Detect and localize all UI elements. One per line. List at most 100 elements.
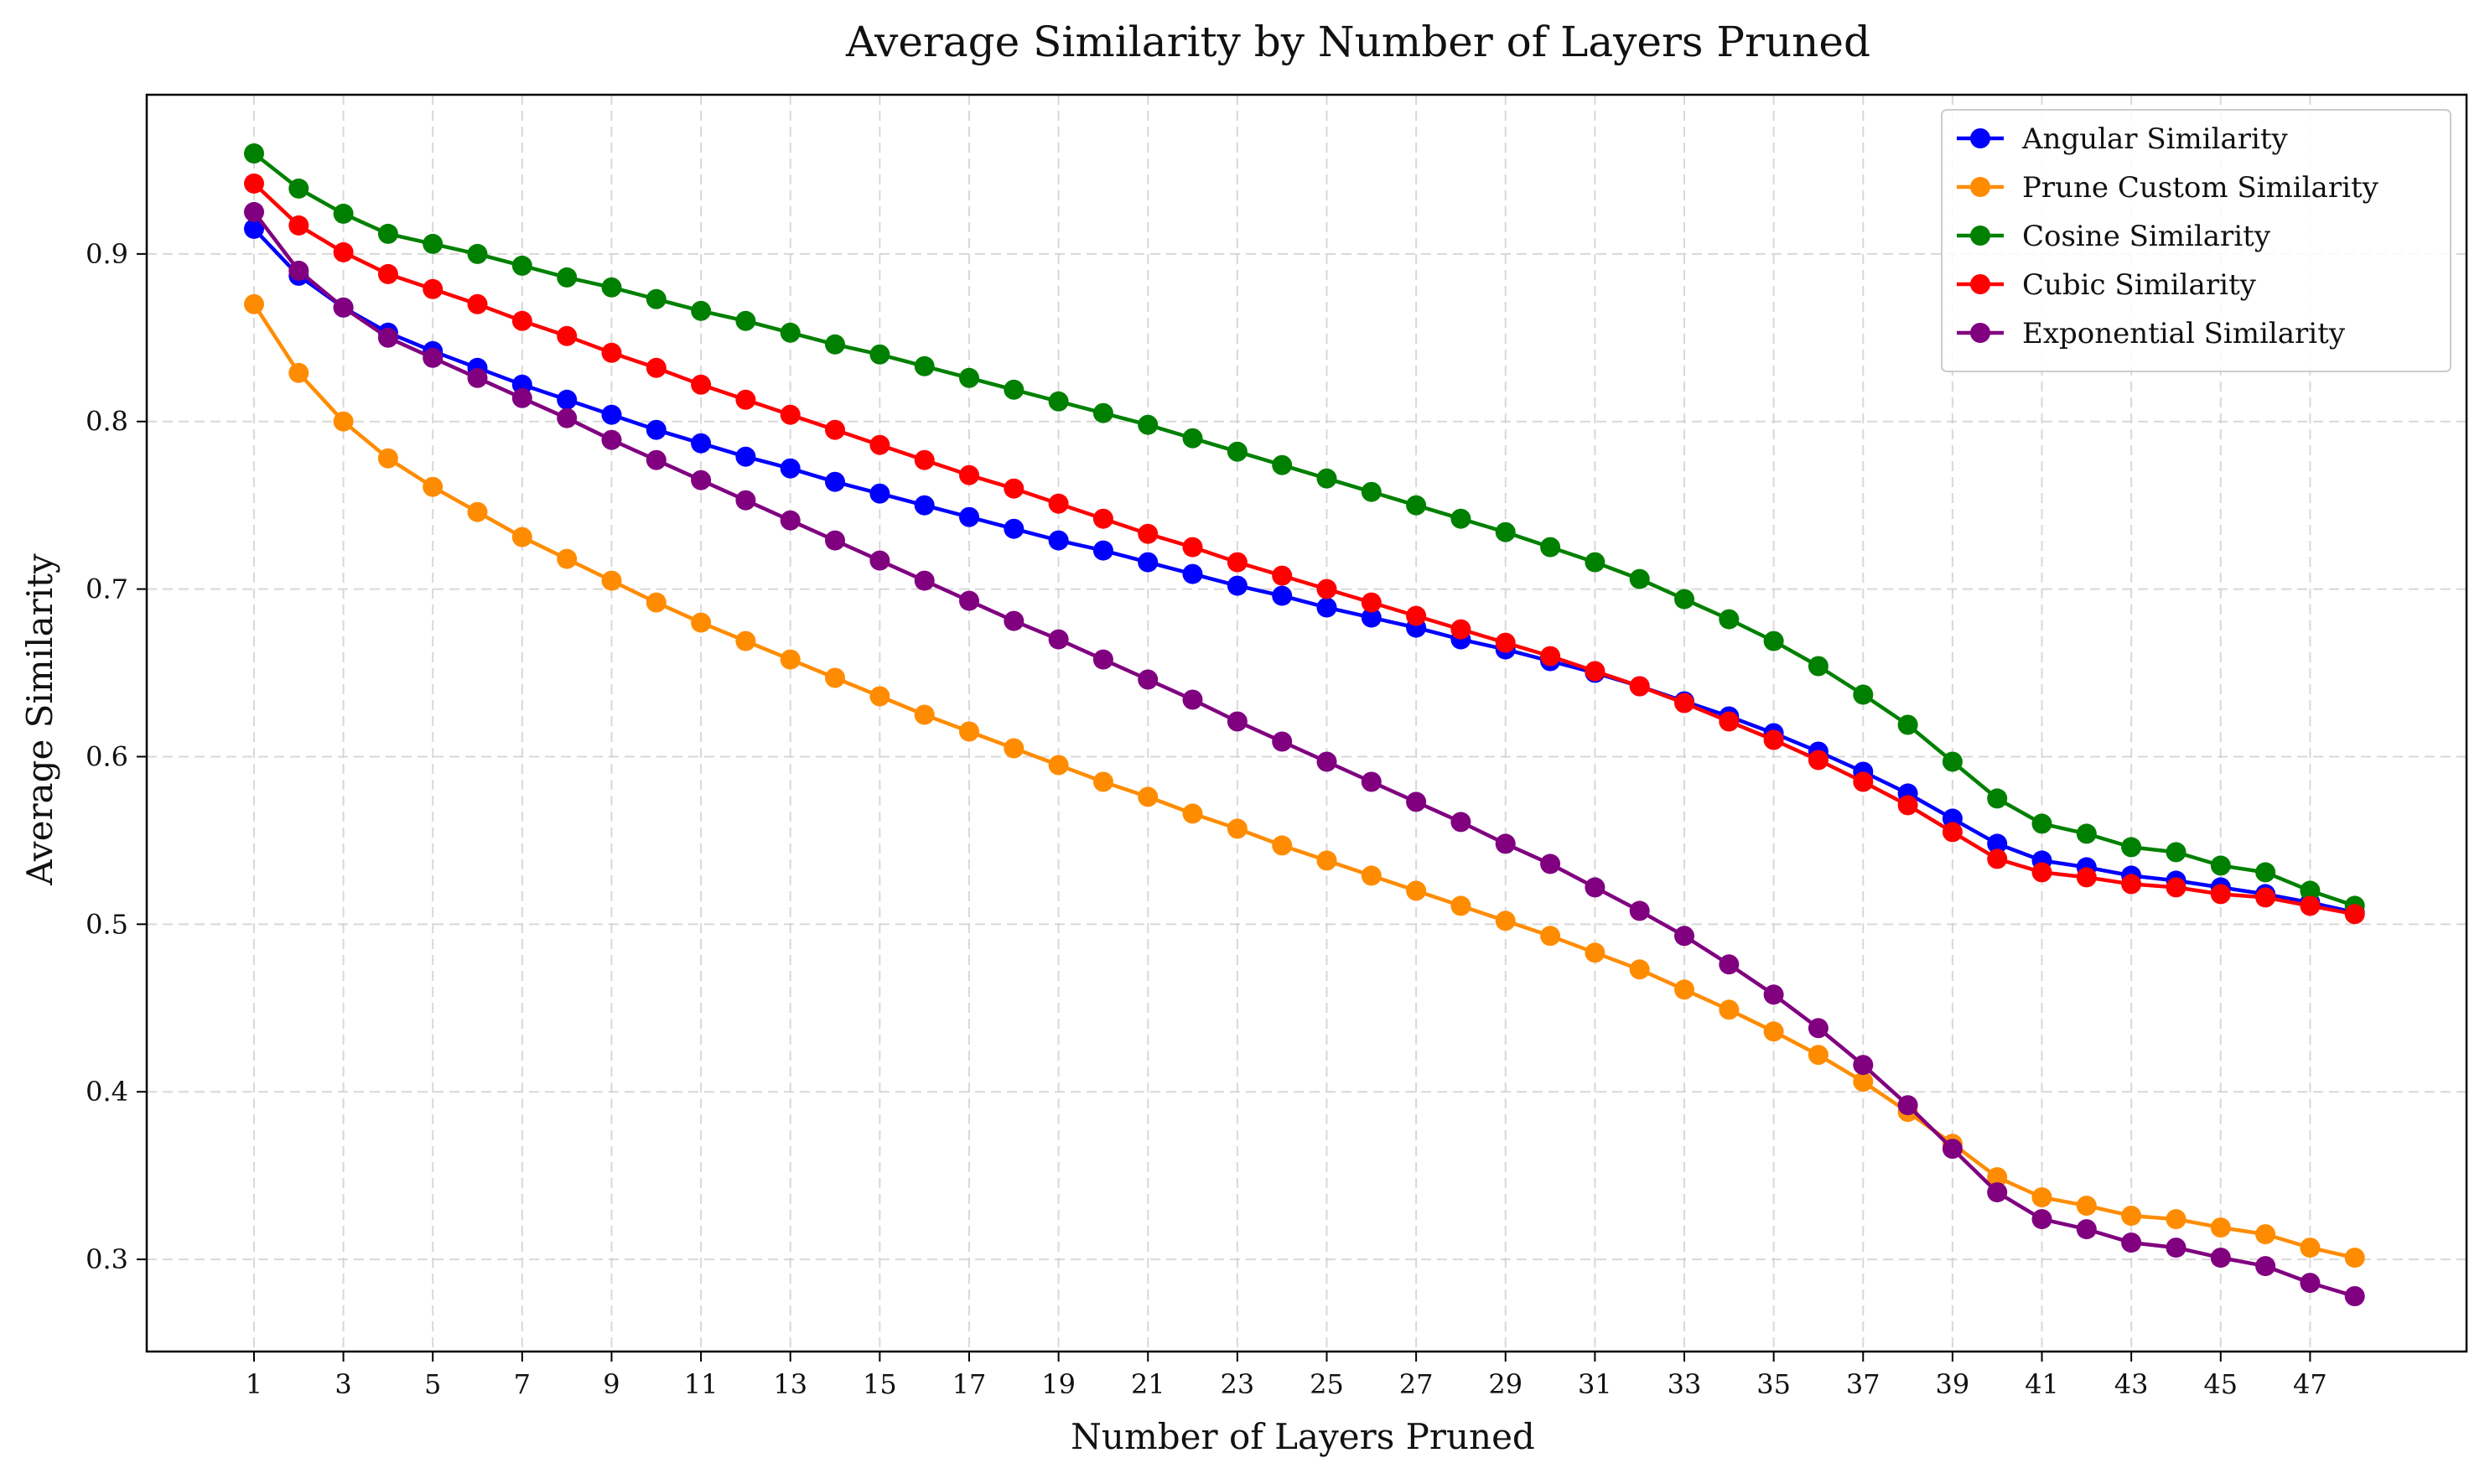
cosine-similarity-point <box>2076 823 2097 844</box>
cubic-similarity-point <box>511 310 532 331</box>
x-tick-label: 17 <box>952 1368 987 1400</box>
angular-similarity-point <box>1361 607 1382 628</box>
exponential-similarity-point <box>2255 1256 2276 1277</box>
prune-custom-similarity-point <box>825 667 845 688</box>
cubic-similarity-point <box>377 263 398 284</box>
cubic-similarity-point <box>2166 877 2187 898</box>
exponential-similarity-point <box>1719 954 1740 975</box>
x-tick-label: 43 <box>2114 1368 2149 1400</box>
cosine-similarity-point <box>914 355 935 376</box>
legend-label: Angular Similarity <box>2021 122 2289 156</box>
cosine-similarity-point <box>1048 391 1069 412</box>
exponential-similarity-point <box>825 530 845 551</box>
angular-similarity-point <box>1138 552 1159 573</box>
prune-custom-similarity-point <box>1763 1021 1784 1042</box>
cosine-similarity-point <box>1361 481 1382 502</box>
x-tick-label: 27 <box>1399 1368 1434 1400</box>
x-tick-label: 15 <box>863 1368 897 1400</box>
exponential-similarity-point <box>735 490 756 511</box>
cubic-similarity-point <box>1540 646 1561 667</box>
prune-custom-similarity-point <box>1316 850 1337 871</box>
legend-marker <box>1970 177 1990 197</box>
cubic-similarity-point <box>735 389 756 410</box>
legend-label: Cubic Similarity <box>2022 268 2257 302</box>
cosine-similarity-point <box>511 255 532 276</box>
y-axis-label: Average Similarity <box>19 553 60 886</box>
cosine-similarity-point <box>1316 468 1337 489</box>
angular-similarity-point <box>735 446 756 467</box>
legend-label: Prune Custom Similarity <box>2022 171 2379 205</box>
prune-custom-similarity-point <box>2076 1196 2097 1217</box>
cubic-similarity-point <box>288 215 309 236</box>
x-tick-label: 23 <box>1221 1368 1255 1400</box>
exponential-similarity-point <box>244 201 264 222</box>
cubic-similarity-point <box>1272 565 1293 586</box>
x-tick-label: 7 <box>514 1368 531 1400</box>
cosine-similarity-point <box>601 277 622 298</box>
cosine-similarity-point <box>735 310 756 331</box>
exponential-similarity-point <box>1182 689 1203 710</box>
exponential-similarity-point <box>2166 1238 2187 1258</box>
cosine-similarity-point <box>423 233 444 254</box>
cubic-similarity-point <box>2344 904 2365 925</box>
exponential-similarity-point <box>1674 926 1694 947</box>
cosine-similarity-point <box>2031 813 2052 834</box>
prune-custom-similarity-point <box>914 704 935 725</box>
exponential-similarity-point <box>1629 900 1650 921</box>
x-tick-label: 45 <box>2203 1368 2238 1400</box>
cosine-similarity-point <box>377 223 398 244</box>
cubic-similarity-point <box>2031 862 2052 883</box>
cubic-similarity-point <box>1048 493 1069 514</box>
cubic-similarity-point <box>423 278 444 299</box>
prune-custom-similarity-point <box>244 293 264 314</box>
legend-marker <box>1970 323 1990 343</box>
exponential-similarity-point <box>1808 1018 1829 1039</box>
cubic-similarity-point <box>646 357 667 378</box>
exponential-similarity-point <box>1897 1095 1918 1116</box>
legend-marker <box>1970 128 1990 148</box>
prune-custom-similarity-point <box>1719 999 1740 1020</box>
prune-custom-similarity-point <box>1361 865 1382 886</box>
y-tick-label: 0.9 <box>86 238 128 270</box>
exponential-similarity-point <box>1853 1055 1874 1076</box>
prune-custom-similarity-point <box>1092 771 1113 792</box>
cubic-similarity-point <box>601 342 622 363</box>
x-tick-label: 35 <box>1756 1368 1791 1400</box>
x-tick-label: 5 <box>424 1368 441 1400</box>
x-tick-label: 1 <box>246 1368 262 1400</box>
prune-custom-similarity-point <box>1674 979 1694 1000</box>
angular-similarity-point <box>825 471 845 492</box>
prune-custom-similarity-point <box>646 592 667 613</box>
cubic-similarity-point <box>1406 605 1427 626</box>
exponential-similarity-point <box>2121 1232 2142 1253</box>
cosine-similarity-point <box>1853 684 1874 705</box>
prune-custom-similarity-point <box>1450 895 1471 916</box>
exponential-similarity-point <box>1316 751 1337 772</box>
x-tick-label: 31 <box>1578 1368 1612 1400</box>
legend-label: Cosine Similarity <box>2022 220 2271 253</box>
cosine-similarity-point <box>1942 751 1963 772</box>
angular-similarity-point <box>1004 518 1025 539</box>
grid <box>147 95 2467 1352</box>
cosine-similarity-point <box>2255 862 2276 883</box>
cubic-similarity-point <box>869 434 890 455</box>
prune-custom-similarity-point <box>1406 880 1427 901</box>
cubic-similarity-point <box>1585 661 1606 682</box>
prune-custom-similarity-point <box>333 411 354 432</box>
exponential-similarity-point <box>1495 833 1516 854</box>
exponential-similarity-point <box>646 449 667 470</box>
cubic-similarity-point <box>1897 795 1918 816</box>
cosine-similarity-point <box>1092 402 1113 423</box>
legend-box <box>1941 109 2451 372</box>
cubic-similarity-point <box>1987 848 2008 869</box>
angular-similarity-point <box>1182 563 1203 584</box>
x-axis-label: Number of Layers Pruned <box>1071 1416 1535 1457</box>
exponential-similarity-point <box>557 407 578 428</box>
cubic-similarity-point <box>959 464 979 485</box>
cubic-similarity-point <box>1942 822 1963 843</box>
angular-similarity-point <box>1092 540 1113 561</box>
exponential-similarity-point <box>1987 1182 2008 1203</box>
x-tick-label: 29 <box>1488 1368 1523 1400</box>
prune-custom-similarity-point <box>557 548 578 569</box>
